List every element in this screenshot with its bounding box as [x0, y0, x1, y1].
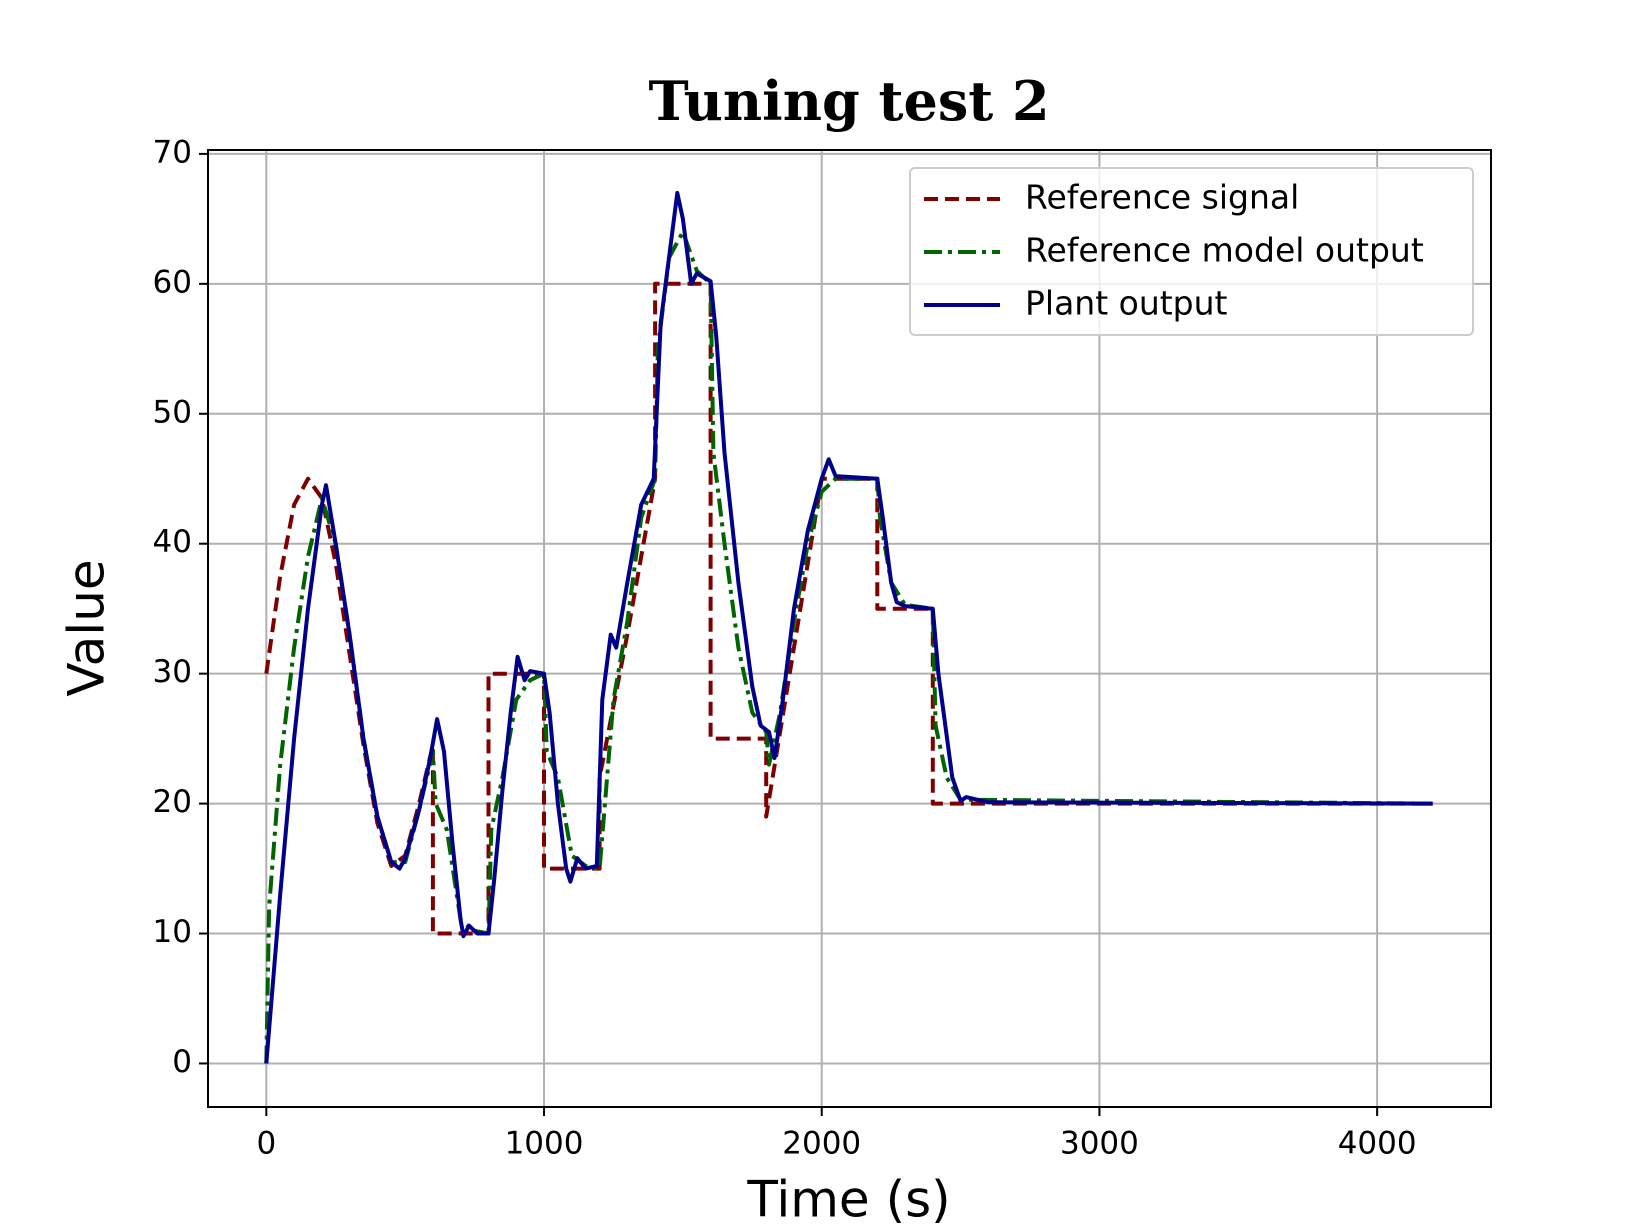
y-tick-label: 30: [153, 654, 192, 690]
x-tick-label: 1000: [505, 1126, 584, 1162]
x-tick-label: 4000: [1338, 1126, 1417, 1162]
y-tick-label: 10: [153, 914, 192, 950]
y-tick-label: 0: [172, 1044, 192, 1080]
x-axis-label: Time (s): [746, 1171, 950, 1228]
legend-label: Reference signal: [1025, 178, 1299, 217]
y-tick-label: 60: [153, 264, 192, 300]
y-tick-label: 20: [153, 784, 192, 820]
legend-box: [909, 167, 1474, 336]
y-axis-label: Value: [58, 559, 116, 696]
y-tick-label: 50: [153, 394, 192, 430]
plot-frame: [207, 149, 1492, 1108]
legend-label: Reference model output: [1025, 231, 1424, 270]
series-line: [264, 190, 1433, 1064]
series-line: [264, 229, 1433, 1064]
x-tick-label: 0: [256, 1126, 276, 1162]
chart-title: Tuning test 2: [648, 69, 1049, 133]
legend-label: Plant output: [1025, 284, 1228, 323]
x-tick-label: 2000: [782, 1126, 861, 1162]
y-tick-label: 40: [153, 524, 192, 560]
x-tick-label: 3000: [1060, 1126, 1139, 1162]
y-tick-label: 70: [153, 134, 192, 170]
